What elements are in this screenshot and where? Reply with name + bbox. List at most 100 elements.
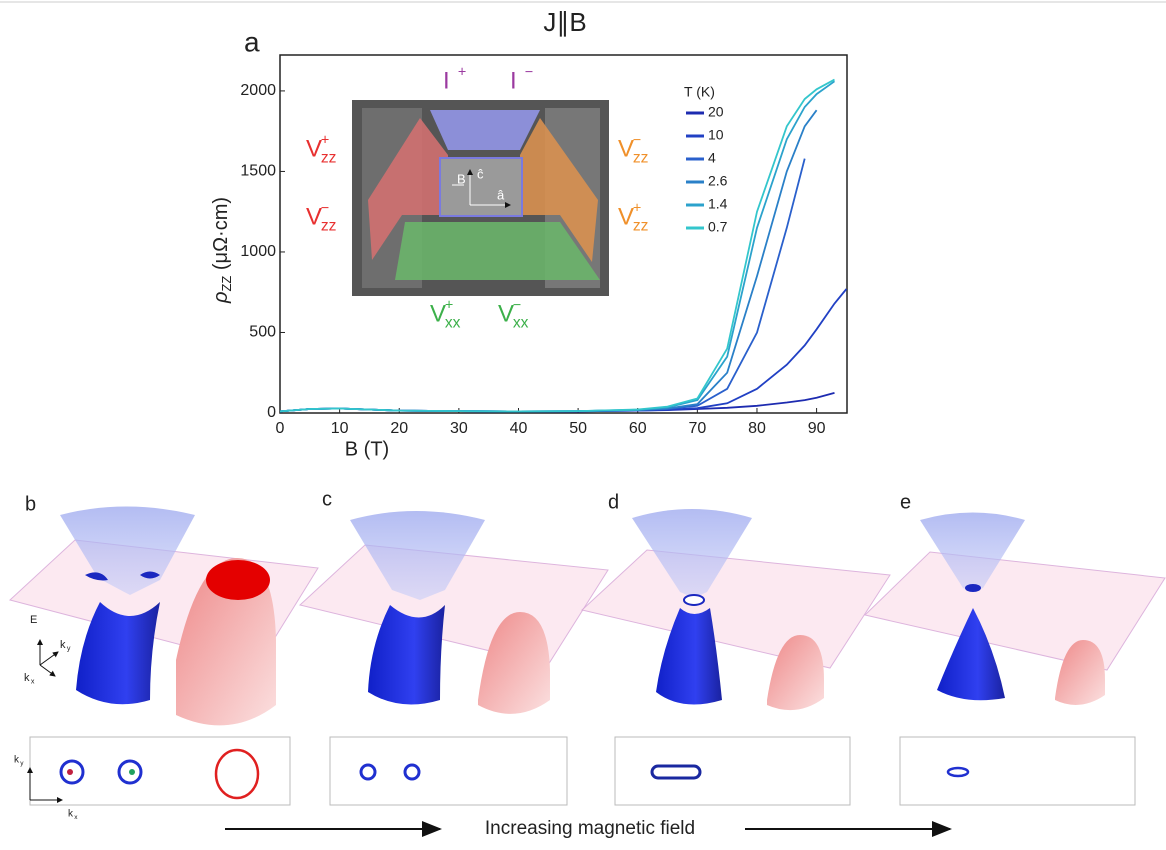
label-base: k [60, 639, 66, 651]
pocket-cut [206, 560, 270, 600]
contact-purple [430, 110, 540, 150]
x-tick-label: 60 [629, 420, 647, 437]
label-sup: + [633, 201, 641, 217]
label-sup: + [321, 133, 329, 149]
pocket-2d [117, 759, 143, 785]
label-sup: + [445, 298, 453, 314]
legend-label: 4 [708, 150, 716, 166]
label-base: V [306, 203, 322, 230]
pocket-2d [650, 764, 702, 780]
label-sup: − [525, 65, 533, 81]
panel-d [580, 509, 891, 806]
label-base: E [30, 614, 37, 626]
y-label-unit: (μΩ·cm) [210, 197, 232, 276]
fs-box [899, 736, 1136, 806]
x-axis-label: B (T) [345, 438, 389, 460]
legend-label: 10 [708, 127, 724, 143]
band-panels [8, 506, 1166, 837]
arrow-label: Increasing magnetic field [485, 818, 695, 839]
lower-cone [368, 605, 445, 705]
y-tick-label: 1000 [240, 243, 276, 260]
label-base: V [430, 300, 446, 327]
label-base: V [618, 203, 634, 230]
legend-label: 1.4 [708, 196, 728, 212]
label-sub: zz [321, 150, 337, 167]
panel-label: e [900, 491, 911, 513]
y-tick-label: 1500 [240, 163, 276, 180]
label-sub: xx [445, 315, 461, 332]
pocket [767, 635, 824, 711]
axis-kx [39, 664, 56, 677]
label-base: V [618, 135, 634, 162]
inset-image [352, 100, 609, 296]
label-base: I [443, 67, 450, 94]
contact-orange [520, 118, 598, 262]
x-tick-label: 80 [748, 420, 766, 437]
label-sub: x [74, 814, 78, 821]
lower-cone [937, 608, 1005, 701]
x-tick-label: 70 [688, 420, 706, 437]
y-axis-label: ρZZ (μΩ·cm) [210, 197, 234, 304]
label-sub: x [31, 678, 35, 686]
contact-red [368, 118, 448, 260]
plot-frame [279, 54, 848, 414]
cone-neck [683, 594, 705, 606]
label-base: V [498, 300, 514, 327]
inset-axis: B [457, 171, 466, 186]
fs-box [29, 736, 291, 806]
legend-label: 2.6 [708, 173, 728, 189]
label-sup: + [458, 65, 466, 81]
lower-cone [656, 608, 722, 705]
label-base: k [24, 672, 30, 684]
panel-b [8, 506, 319, 806]
upper-cone [60, 506, 195, 595]
panel-label: c [322, 488, 332, 510]
label-sub: zz [633, 218, 649, 235]
label-sup: − [633, 133, 641, 149]
y-label-symbol: ρ [210, 292, 232, 304]
label-base: k [68, 809, 74, 820]
legend-label: 20 [708, 104, 724, 120]
cone-cut [85, 571, 160, 581]
upper-cone [632, 509, 752, 598]
lower-cone [76, 602, 160, 705]
panel-label: d [608, 491, 619, 513]
y-tick-label: 2000 [240, 82, 276, 99]
fermi-plane [863, 551, 1166, 671]
fermi-plane [580, 549, 891, 669]
fs-box [614, 736, 851, 806]
series-line [279, 288, 848, 413]
upper-cone [920, 512, 1025, 592]
x-tick-label: 10 [331, 420, 349, 437]
weyl-node [67, 769, 73, 775]
label-sub: y [20, 760, 24, 767]
y-tick-label: 500 [249, 324, 276, 341]
label-sub: y [67, 645, 71, 653]
label-sup: − [321, 201, 329, 217]
label-sup: − [513, 298, 521, 314]
pocket [478, 612, 550, 714]
axis-ky [39, 651, 59, 666]
label-base: I [510, 67, 517, 94]
panel-label: b [25, 493, 36, 515]
label-sub: zz [633, 150, 649, 167]
pocket-2d [359, 763, 377, 781]
panel-e [863, 512, 1166, 806]
y-label-sub: ZZ [219, 276, 234, 292]
y-tick-label: 0 [267, 404, 276, 421]
label-base: k [14, 755, 20, 766]
cone-cut [965, 584, 981, 592]
x-tick-label: 40 [510, 420, 528, 437]
x-tick-label: 20 [390, 420, 408, 437]
pocket-2d [403, 763, 421, 781]
pocket-2d [946, 766, 970, 778]
upper-cone [350, 511, 485, 600]
contact-green [395, 222, 600, 280]
pocket-2d [214, 748, 260, 800]
chart-title: J∥B [543, 7, 586, 37]
inset-axis: â [497, 187, 505, 202]
legend-title: T (K) [684, 84, 715, 100]
legend-label: 0.7 [708, 219, 728, 235]
label-sub: zz [321, 218, 337, 235]
